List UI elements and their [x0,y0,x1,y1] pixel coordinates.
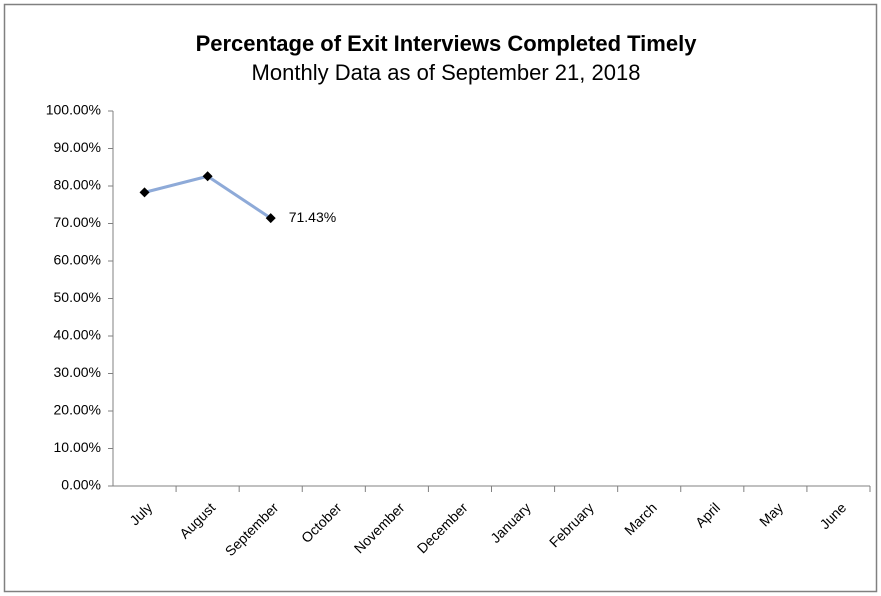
y-tick-label: 80.00% [54,177,101,193]
y-tick-label: 100.00% [46,102,101,118]
marker [139,187,150,198]
y-tick-label: 20.00% [54,402,101,418]
y-tick-label: 10.00% [54,439,101,455]
chart-border [3,3,878,593]
y-tick-label: 30.00% [54,364,101,380]
y-tick-label: 60.00% [54,252,101,268]
y-tick-label: 90.00% [54,139,101,155]
y-tick-label: 40.00% [54,327,101,343]
marker [265,213,276,224]
chart-title: Percentage of Exit Interviews Completed … [196,31,698,56]
y-tick-label: 0.00% [61,477,101,493]
chart-subtitle: Monthly Data as of September 21, 2018 [252,60,641,85]
data-label: 71.43% [289,209,336,225]
marker [202,171,213,182]
y-tick-label: 70.00% [54,214,101,230]
y-tick-label: 50.00% [54,289,101,305]
